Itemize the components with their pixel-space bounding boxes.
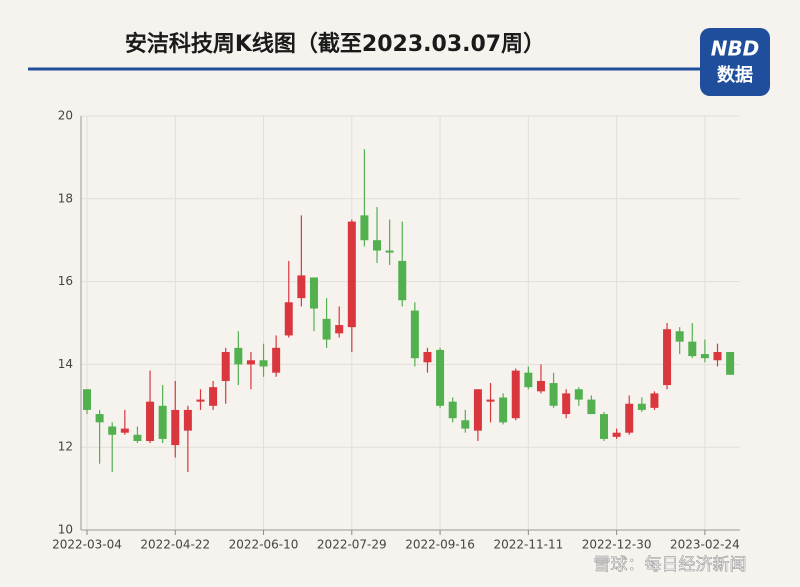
candle-body (373, 240, 382, 251)
logo-text: NBD (711, 37, 760, 61)
candle-body (486, 399, 495, 402)
candle-body (461, 420, 470, 429)
watermark: 雪球：每日经济新闻 (594, 555, 747, 575)
candle-body (612, 432, 621, 437)
candle-body (108, 426, 117, 435)
candle-body (120, 428, 129, 433)
candle-body (183, 409, 192, 431)
candle-body (410, 310, 419, 359)
candle-body (246, 360, 255, 365)
candle-body (297, 275, 306, 299)
y-tick-label: 14 (58, 357, 73, 371)
candle-body (688, 341, 697, 357)
candle-body (448, 401, 457, 419)
candle-body (95, 414, 104, 423)
candle-body (385, 250, 394, 253)
candle-body (700, 354, 709, 359)
candle-body (284, 302, 293, 336)
y-tick-label: 12 (58, 440, 73, 454)
candle-body (562, 393, 571, 415)
candle-body (637, 403, 646, 410)
candle-body (347, 221, 356, 328)
candle-body (322, 318, 331, 340)
candle-body (587, 399, 596, 415)
candle-body (473, 389, 482, 431)
candle-body (524, 372, 533, 388)
candle-body (650, 393, 659, 408)
y-tick-label: 20 (58, 109, 73, 123)
candle-body (511, 370, 520, 419)
candle-body (713, 351, 722, 361)
logo (700, 28, 770, 96)
x-tick-label: 2022-12-30 (582, 538, 652, 552)
candle-body (549, 383, 558, 406)
y-tick-label: 18 (58, 191, 73, 205)
x-tick-label: 2022-09-16 (405, 538, 475, 552)
candle-body (221, 351, 230, 381)
x-tick-label: 2022-03-04 (52, 538, 122, 552)
y-tick-label: 16 (58, 274, 73, 288)
candle-body (209, 387, 218, 406)
candle-body (158, 405, 167, 439)
candle-body (146, 401, 155, 441)
candle-body (83, 389, 91, 410)
y-tick-label: 10 (58, 523, 73, 537)
candle-body (133, 434, 142, 441)
candle-body (499, 397, 508, 423)
candle-body (625, 403, 634, 433)
candle-body (335, 325, 344, 334)
candle-body (171, 409, 180, 446)
candle-body (600, 414, 609, 439)
candle-body (360, 215, 369, 241)
candle-body (663, 329, 672, 386)
candle-body (309, 277, 318, 309)
candle-body (234, 347, 243, 365)
x-tick-label: 2023-02-24 (670, 538, 740, 552)
candle-body (196, 399, 205, 402)
candle-body (675, 331, 684, 342)
candle-body (259, 360, 268, 367)
candle-body (574, 389, 583, 400)
x-tick-label: 2022-04-22 (140, 538, 210, 552)
candle-body (536, 380, 545, 392)
chart-title: 安洁科技周K线图（截至2023.03.07周） (125, 31, 545, 57)
candle-body (726, 351, 735, 375)
candle-body (272, 347, 281, 373)
candle-body (436, 349, 445, 406)
candle-body (398, 260, 407, 301)
x-tick-label: 2022-07-29 (317, 538, 387, 552)
x-tick-label: 2022-06-10 (229, 538, 299, 552)
candle-body (423, 351, 432, 363)
x-tick-label: 2022-11-11 (493, 538, 563, 552)
logo-subtext: 数据 (717, 64, 753, 86)
